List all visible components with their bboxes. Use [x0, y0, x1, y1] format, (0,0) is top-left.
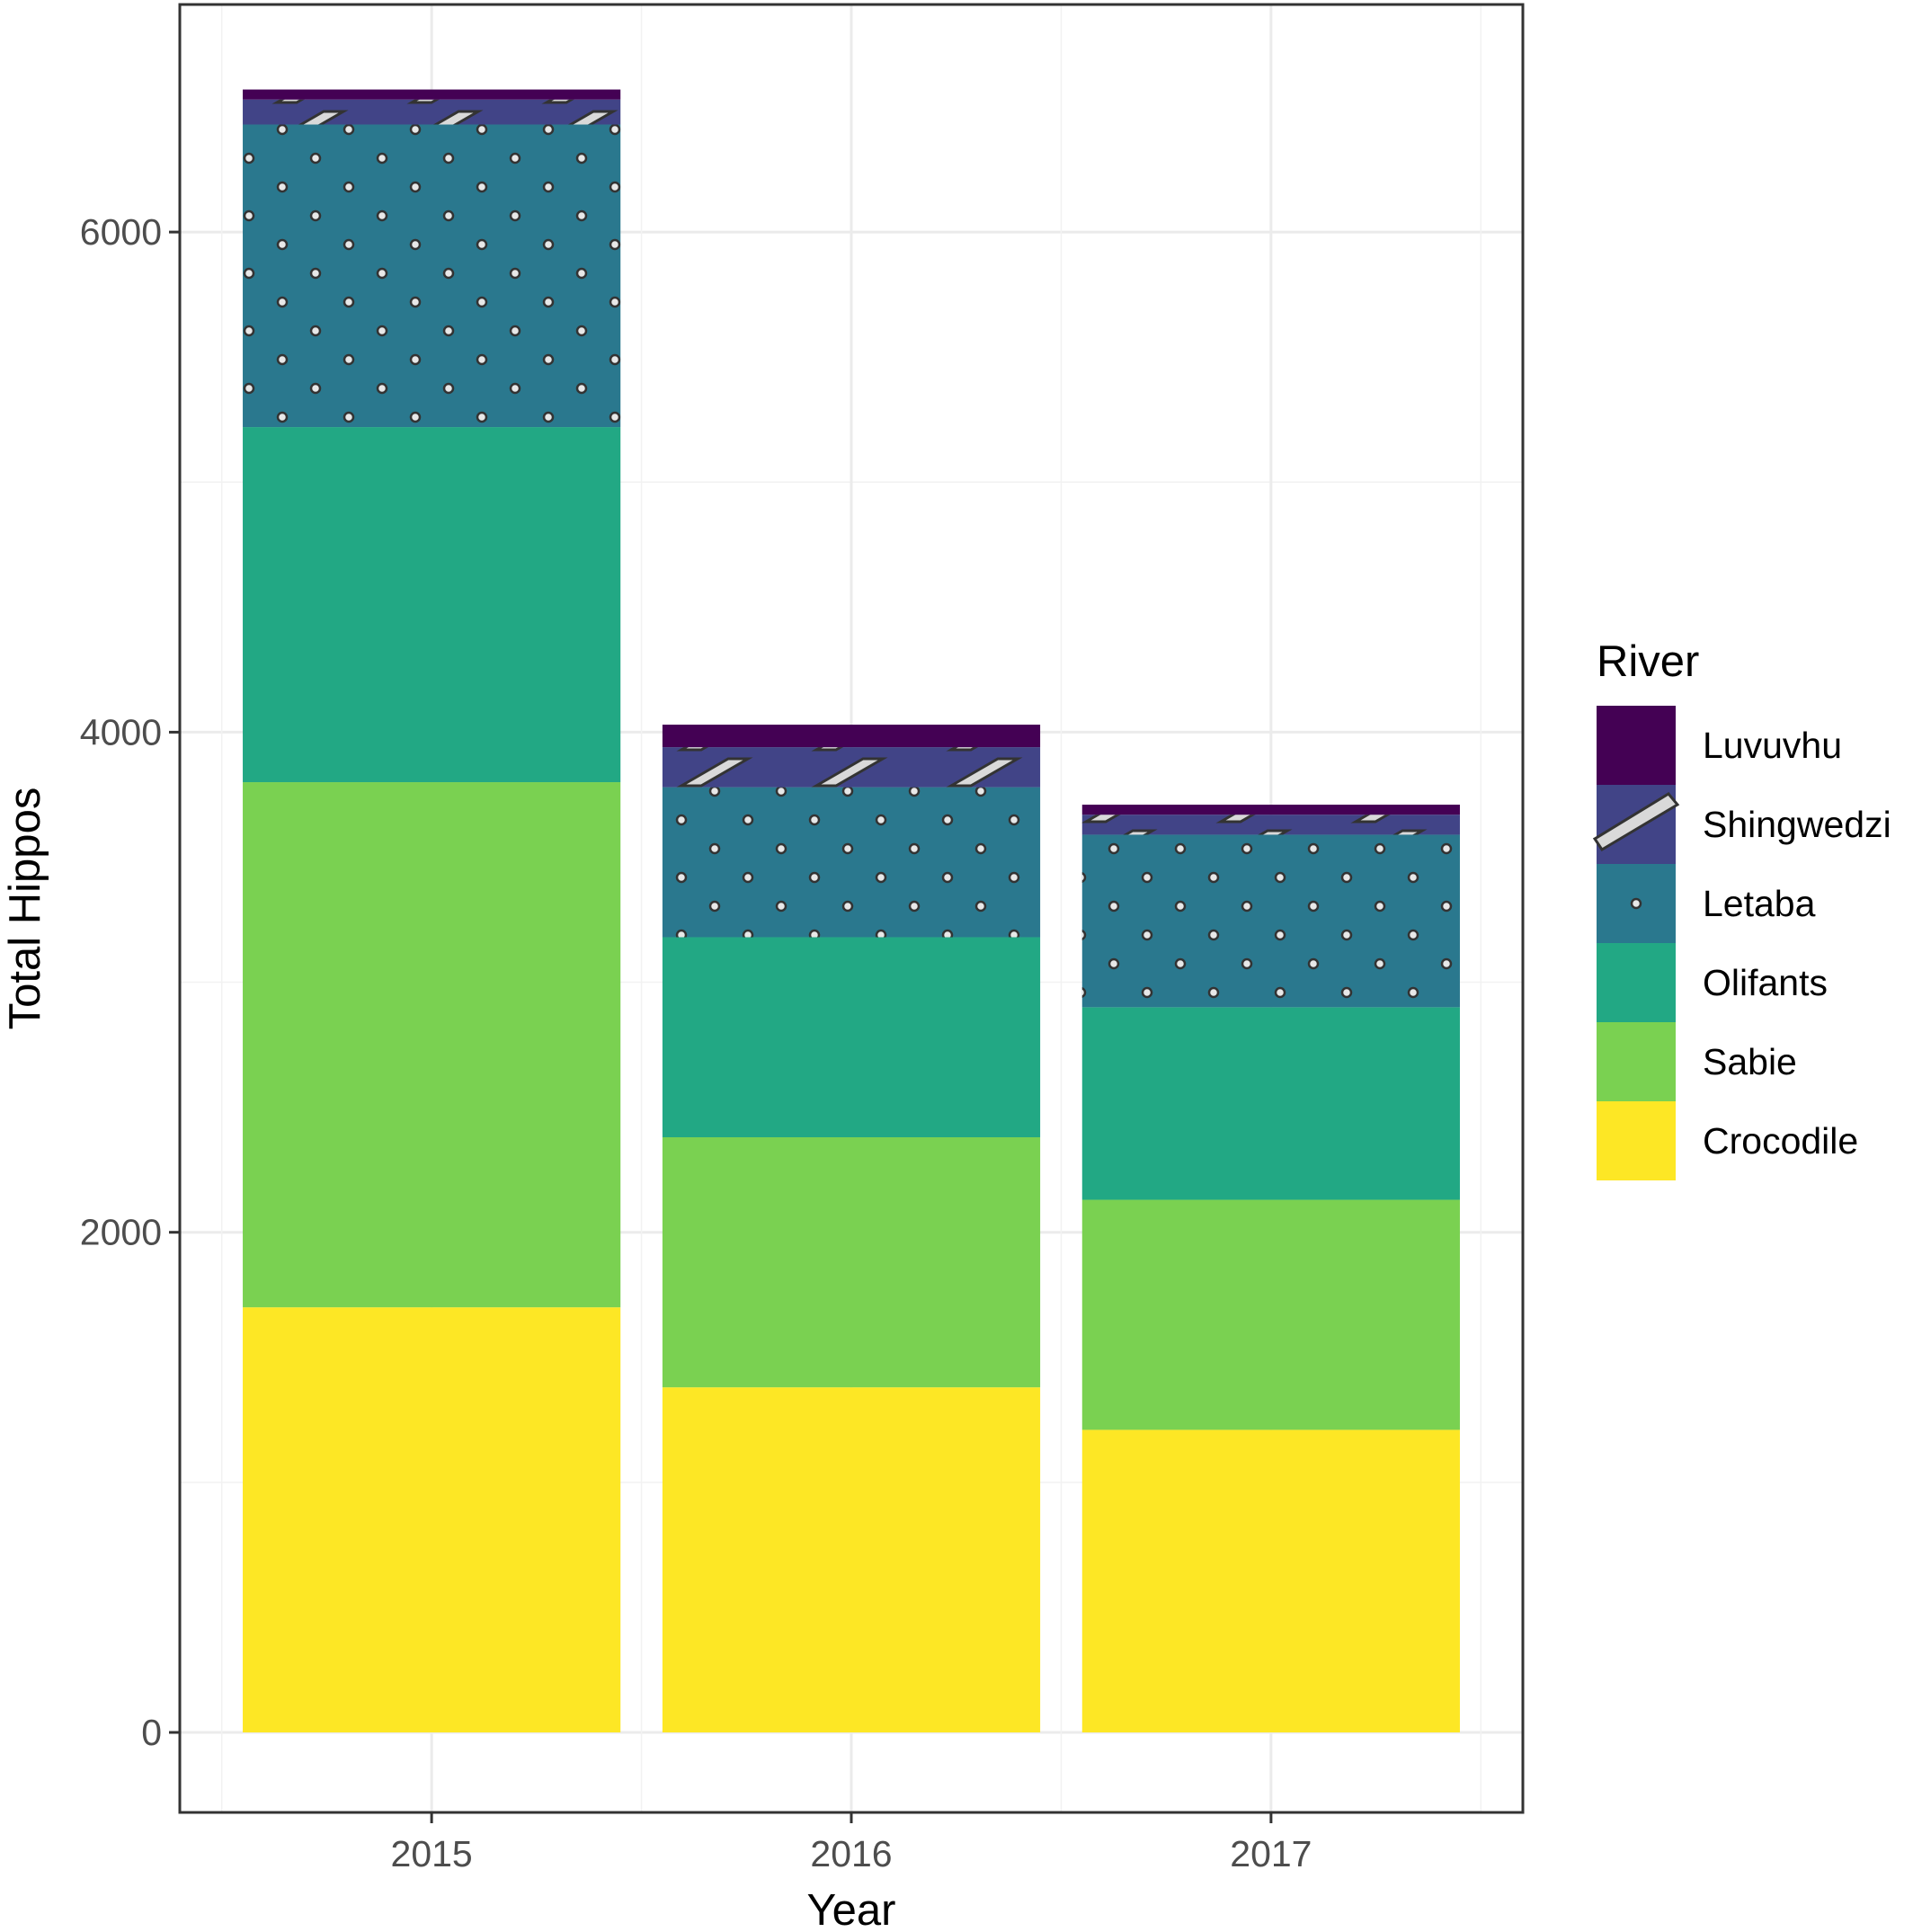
bar-2017-shingwedzi-pattern [1081, 815, 1460, 835]
legend-label: Crocodile [1703, 1120, 1858, 1162]
y-tick-label: 0 [141, 1712, 162, 1753]
legend-key-sabie [1597, 1022, 1676, 1101]
legend-item-luvuvhu: Luvuvhu [1597, 706, 1842, 785]
bar-2015-crocodile [243, 1307, 621, 1732]
bar-2016-crocodile [662, 1387, 1041, 1732]
bar-2015-luvuvhu [243, 89, 621, 100]
bar-2016-letaba-pattern [662, 787, 1041, 938]
legend-key-olifants [1597, 943, 1676, 1022]
bar-2015-shingwedzi-pattern [243, 99, 621, 125]
legend: River Luvuvhu Shingwedzi Letaba Olifants Sab… [1592, 637, 1891, 1180]
legend-item-letaba: Letaba [1597, 864, 1816, 943]
legend-item-olifants: Olifants [1597, 943, 1828, 1022]
bars [243, 89, 1460, 1732]
legend-key-stripe [1592, 792, 1680, 852]
bar-2015-letaba-pattern [243, 124, 621, 428]
x-tick-label: 2015 [391, 1833, 473, 1874]
bar-2016-olifants [662, 937, 1041, 1138]
x-tick-label: 2017 [1230, 1833, 1312, 1874]
bar-2016-sabie [662, 1137, 1041, 1388]
bar-2016-luvuvhu [662, 725, 1041, 748]
legend-key-luvuvhu [1597, 706, 1676, 785]
legend-item-sabie: Sabie [1597, 1022, 1797, 1101]
bar-2015-olifants [243, 427, 621, 783]
y-tick-label: 2000 [80, 1212, 162, 1253]
bar-2017-crocodile [1081, 1429, 1460, 1732]
bar-2016-shingwedzi-pattern [662, 747, 1041, 788]
legend-key-dot [1630, 897, 1642, 910]
legend-items: Luvuvhu Shingwedzi Letaba Olifants Sabie Croc… [1592, 706, 1891, 1180]
bar-2017-olifants [1081, 1007, 1460, 1200]
bar-2017-letaba-pattern [1081, 834, 1460, 1008]
bar-2017-luvuvhu [1081, 805, 1460, 815]
legend-key-crocodile [1597, 1101, 1676, 1180]
bar-2017-sabie [1081, 1199, 1460, 1430]
x-tick-label: 2016 [810, 1833, 892, 1874]
y-tick-label: 6000 [80, 211, 162, 253]
y-axis-title: Total Hippos [1, 788, 49, 1030]
legend-label: Letaba [1703, 883, 1816, 924]
legend-item-crocodile: Crocodile [1597, 1101, 1858, 1180]
legend-label: Shingwedzi [1703, 804, 1891, 845]
y-tick-label: 4000 [80, 711, 162, 752]
legend-label: Luvuvhu [1703, 725, 1842, 766]
bar-2015-sabie [243, 782, 621, 1308]
x-axis-title: Year [806, 1886, 895, 1932]
legend-item-shingwedzi: Shingwedzi [1592, 785, 1891, 864]
legend-label: Sabie [1703, 1041, 1797, 1082]
legend-label: Olifants [1703, 962, 1828, 1003]
axis-ticks: 0 2000 4000 6000 2015 2016 2017 [80, 211, 1312, 1874]
legend-title: River [1597, 637, 1699, 686]
